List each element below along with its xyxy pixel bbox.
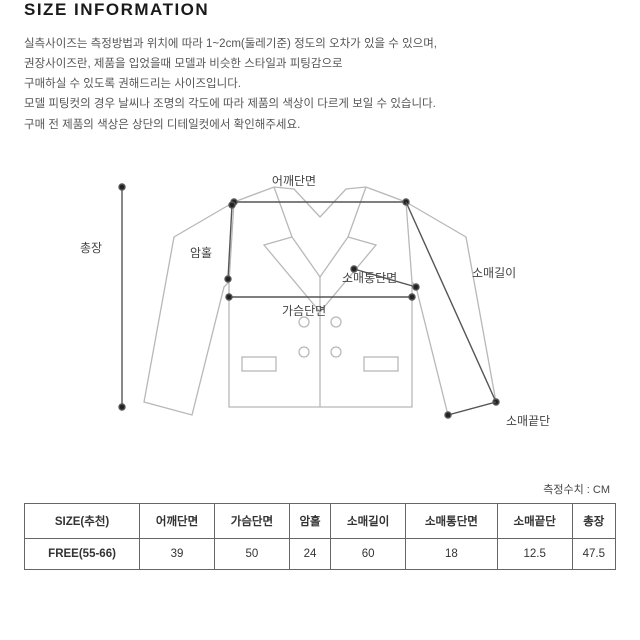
- td-val: 12.5: [497, 538, 572, 569]
- size-table: SIZE(추천) 어깨단면 가슴단면 암홀 소매길이 소매통단면 소매끝단 총장…: [24, 503, 616, 570]
- label-sleeve-length: 소매길이: [472, 266, 516, 280]
- label-sleeve-width: 소매통단면: [342, 271, 397, 285]
- desc-line: 구매하실 수 있도록 권해드리는 사이즈입니다.: [24, 74, 616, 94]
- td-val: 47.5: [572, 538, 615, 569]
- table-row: FREE(55-66) 39 50 24 60 18 12.5 47.5: [25, 538, 616, 569]
- td-val: 18: [406, 538, 498, 569]
- desc-line: 모델 피팅컷의 경우 날씨나 조명의 각도에 따라 제품의 색상이 다르게 보일…: [24, 94, 616, 114]
- jacket-diagram: 총장 어깨단면 암홀 소매통단면 가슴단면 소매길이 소매끝단: [24, 147, 616, 477]
- label-chest: 가슴단면: [282, 304, 326, 318]
- th-size: SIZE(추천): [25, 503, 140, 538]
- description-block: 실측사이즈는 측정방법과 위치에 따라 1~2cm(둘레기준) 정도의 오차가 …: [24, 34, 616, 135]
- label-armhole: 암홀: [190, 246, 212, 260]
- td-val: 24: [289, 538, 330, 569]
- th-shoulder: 어깨단면: [140, 503, 215, 538]
- unit-label: 측정수치 : CM: [24, 481, 610, 497]
- page-title: SIZE INFORMATION: [24, 0, 616, 20]
- label-total-length: 총장: [80, 241, 102, 255]
- table-header-row: SIZE(추천) 어깨단면 가슴단면 암홀 소매길이 소매통단면 소매끝단 총장: [25, 503, 616, 538]
- desc-line: 권장사이즈란, 제품을 입었을때 모델과 비슷한 스타일과 피팅감으로: [24, 54, 616, 74]
- desc-line: 구매 전 제품의 색상은 상단의 디테일컷에서 확인해주세요.: [24, 115, 616, 135]
- td-val: 60: [331, 538, 406, 569]
- desc-line: 실측사이즈는 측정방법과 위치에 따라 1~2cm(둘레기준) 정도의 오차가 …: [24, 34, 616, 54]
- td-val: 39: [140, 538, 215, 569]
- th-chest: 가슴단면: [214, 503, 289, 538]
- label-sleeve-hem: 소매끝단: [506, 414, 550, 428]
- td-val: 50: [214, 538, 289, 569]
- th-sleeve-len: 소매길이: [331, 503, 406, 538]
- td-size: FREE(55-66): [25, 538, 140, 569]
- th-sleeve-width: 소매통단면: [406, 503, 498, 538]
- th-armhole: 암홀: [289, 503, 330, 538]
- th-total: 총장: [572, 503, 615, 538]
- th-sleeve-hem: 소매끝단: [497, 503, 572, 538]
- label-shoulder: 어깨단면: [272, 174, 316, 188]
